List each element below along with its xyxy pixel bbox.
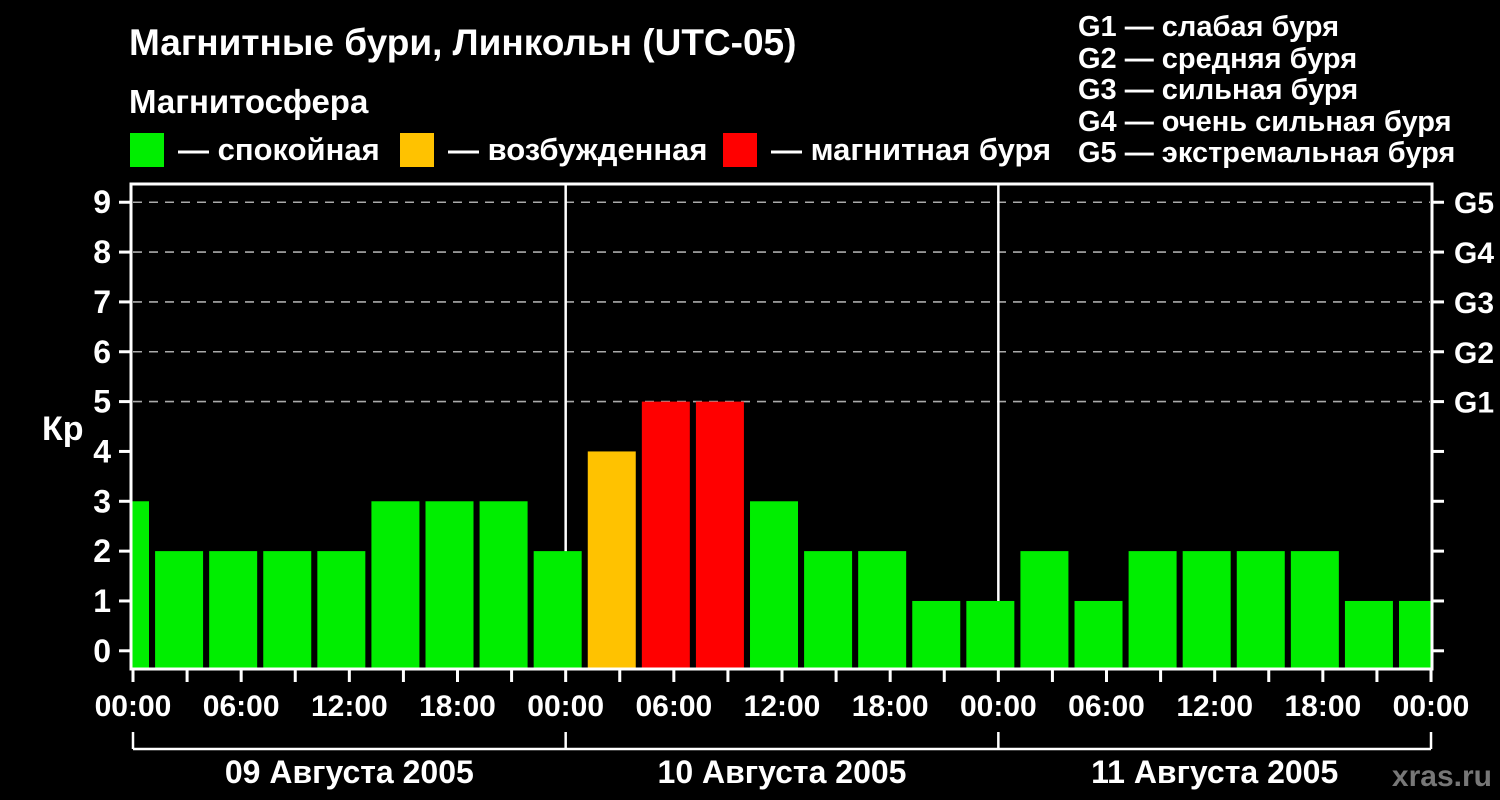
kp-bar [1344, 600, 1393, 668]
y-tick-label: 1 [93, 583, 111, 619]
kp-bar [1182, 551, 1231, 668]
kp-bar [371, 501, 420, 668]
y-tick-label: 9 [93, 184, 111, 220]
y-tick-label: 0 [93, 633, 111, 669]
y-tick-label: 7 [93, 284, 111, 320]
x-tick-label: 06:00 [203, 690, 280, 723]
right-axis-g-label: G3 [1454, 287, 1494, 320]
right-axis-g-label: G2 [1454, 337, 1494, 370]
y-axis-label: Кр [42, 410, 84, 448]
storm-scale-g1: G1 — слабая буря [1078, 11, 1340, 43]
right-axis-g-label: G4 [1454, 237, 1494, 270]
x-tick-label: 18:00 [419, 690, 496, 723]
x-tick-label: 18:00 [1284, 690, 1361, 723]
kp-bar [209, 551, 258, 668]
kp-bar [858, 551, 907, 668]
kp-bar [966, 600, 1015, 668]
storm-scale-g4: G4 — очень сильная буря [1078, 105, 1452, 138]
kp-bar [1074, 600, 1123, 668]
kp-bar [1290, 551, 1339, 668]
x-tick-label: 18:00 [852, 690, 929, 723]
y-tick-label: 5 [93, 384, 111, 420]
x-tick-label: 00:00 [527, 690, 604, 723]
x-tick-label: 06:00 [1068, 690, 1145, 723]
legend-item-quiet: — спокойная [130, 132, 380, 168]
kp-bar [1128, 551, 1177, 668]
storm-scale-g2: G2 — средняя буря [1078, 42, 1358, 75]
date-label: 11 Августа 2005 [1091, 754, 1338, 790]
kp-bar [912, 600, 961, 668]
y-tick-label: 4 [93, 433, 111, 469]
legend-item-label: — возбужденная [448, 132, 708, 167]
kp-bar [132, 501, 149, 668]
x-tick-label: 00:00 [960, 690, 1037, 723]
x-tick-label: 00:00 [1393, 690, 1470, 723]
storm-scale-g5: G5 — экстремальная буря [1078, 137, 1456, 170]
chart-title: Магнитные бури, Линкольн (UTC-05) [129, 22, 797, 63]
kp-bar [533, 551, 582, 668]
date-label: 09 Августа 2005 [225, 754, 474, 790]
kp-bar [641, 401, 690, 668]
kp-bar [750, 501, 799, 668]
legend-item-label: — спокойная [178, 132, 380, 167]
kp-bar [587, 451, 636, 668]
storm-scale-g3: G3 — сильная буря [1078, 74, 1359, 107]
kp-bar [317, 551, 366, 668]
x-tick-label: 12:00 [311, 690, 388, 723]
excited-color-swatch [400, 133, 434, 167]
x-tick-label: 12:00 [1176, 690, 1253, 723]
kp-bar [425, 501, 474, 668]
kp-bar [695, 401, 744, 668]
plot-frame [129, 182, 1434, 671]
kp-bar [263, 551, 312, 668]
kp-bar [155, 551, 204, 668]
date-label: 10 Августа 2005 [658, 754, 907, 790]
xras-watermark: xras.ru [1391, 760, 1492, 793]
legend-item-storm: — магнитная буря [723, 132, 1051, 168]
y-tick-label: 3 [93, 483, 111, 519]
y-tick-label: 2 [93, 533, 111, 569]
x-tick-label: 00:00 [95, 690, 172, 723]
storm-scale-legend: G1 — слабая буря G2 — средняя буря G3 — … [1078, 11, 1456, 170]
kp-bar [479, 501, 528, 668]
right-axis-g-label: G5 [1454, 187, 1494, 220]
legend-item-excited: — возбужденная [400, 132, 707, 168]
legend-item-label: — магнитная буря [771, 132, 1052, 167]
y-tick-label: 6 [93, 334, 111, 370]
storm-color-swatch [723, 133, 757, 167]
kp-bar [1399, 600, 1431, 668]
quiet-color-swatch [130, 133, 164, 167]
x-tick-label: 06:00 [635, 690, 712, 723]
y-tick-label: 8 [93, 234, 111, 270]
right-axis-g-label: G1 [1454, 387, 1494, 420]
x-tick-label: 12:00 [744, 690, 821, 723]
kp-bar [1236, 551, 1285, 668]
kp-bar [1020, 551, 1069, 668]
magnetosphere-label: Магнитосфера [129, 83, 369, 120]
kp-bar [804, 551, 853, 668]
